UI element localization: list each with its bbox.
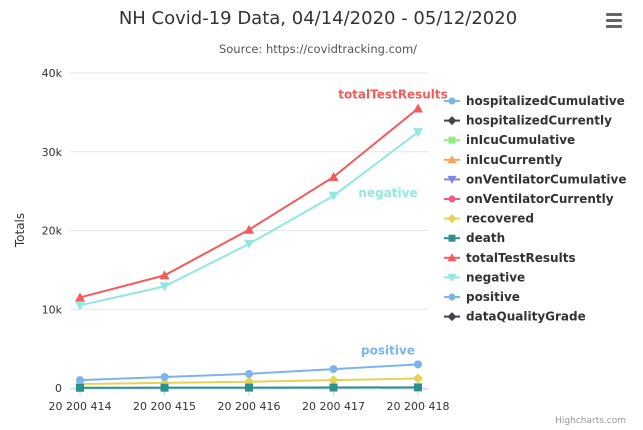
data-point-totalTestResults	[159, 270, 170, 280]
data-point-positive	[245, 369, 253, 378]
legend-symbol-inIcuCumulative	[448, 136, 456, 144]
legend-label-inIcuCumulative[interactable]: inIcuCumulative	[466, 133, 575, 147]
series-label-negative: negative	[358, 186, 417, 200]
legend-item-negative[interactable]: negative	[444, 270, 525, 284]
legend-item-hospitalizedCumulative[interactable]: hospitalizedCumulative	[444, 94, 625, 108]
data-point-totalTestResults	[328, 171, 339, 181]
legend-symbol-totalTestResults	[447, 253, 457, 262]
x-tick-label: 20 200 416	[218, 400, 281, 413]
y-tick-label: 40k	[42, 67, 63, 80]
legend-item-death[interactable]: death	[444, 231, 505, 245]
legend-label-totalTestResults[interactable]: totalTestResults	[466, 251, 576, 265]
data-labels: totalTestResults negative positive	[338, 87, 448, 357]
y-tick-label: 20k	[42, 225, 63, 238]
legend-label-onVentilatorCumulative[interactable]: onVentilatorCumulative	[466, 172, 626, 186]
data-point-death	[76, 383, 84, 392]
x-tick-label: 20 200 417	[302, 400, 365, 413]
legend-item-onVentilatorCurrently[interactable]: onVentilatorCurrently	[444, 192, 614, 206]
chart-title: NH Covid-19 Data, 04/14/2020 - 05/12/202…	[119, 8, 517, 29]
data-point-positive	[160, 372, 169, 381]
data-point-totalTestResults	[75, 292, 85, 302]
legend-item-hospitalizedCurrently[interactable]: hospitalizedCurrently	[444, 114, 612, 128]
legend-label-death[interactable]: death	[466, 231, 505, 245]
legend-symbol-dataQualityGrade	[447, 312, 457, 322]
legend-symbol-negative	[447, 273, 457, 282]
legend-label-inIcuCurrently[interactable]: inIcuCurrently	[466, 153, 562, 167]
data-point-recovered	[413, 373, 423, 384]
data-point-death	[414, 383, 422, 392]
series-negative	[75, 128, 423, 311]
data-point-negative	[413, 128, 423, 138]
data-point-recovered	[328, 375, 339, 386]
legend-symbol-hospitalizedCurrently	[447, 116, 457, 126]
legend-symbol-inIcuCurrently	[447, 155, 457, 164]
data-point-negative	[75, 301, 85, 311]
data-point-death	[160, 383, 169, 392]
y-tick-label: 10k	[42, 303, 63, 316]
legend-label-dataQualityGrade[interactable]: dataQualityGrade	[466, 310, 586, 324]
series-line-totalTestResults	[79, 107, 419, 299]
data-point-positive	[414, 360, 422, 369]
legend-symbol-positive	[448, 293, 456, 301]
data-point-negative	[244, 239, 254, 249]
legend-label-negative[interactable]: negative	[466, 270, 525, 284]
legend-symbol-onVentilatorCumulative	[447, 175, 457, 184]
plot-series	[75, 103, 423, 392]
data-point-positive	[329, 365, 338, 374]
legend: hospitalizedCumulative hospitalizedCurren…	[444, 94, 626, 324]
menu-button[interactable]	[603, 10, 625, 30]
legend-symbol-recovered	[447, 214, 457, 224]
series-death	[76, 383, 422, 392]
x-tick-label: 20 200 414	[49, 400, 112, 413]
legend-label-onVentilatorCurrently[interactable]: onVentilatorCurrently	[466, 192, 614, 206]
legend-label-hospitalizedCumulative[interactable]: hospitalizedCumulative	[466, 94, 625, 108]
data-point-totalTestResults	[413, 103, 423, 113]
legend-item-onVentilatorCumulative[interactable]: onVentilatorCumulative	[444, 172, 626, 186]
legend-symbol-hospitalizedCumulative	[448, 97, 456, 105]
x-tick-label: 20 200 418	[387, 400, 450, 413]
series-label-totalTestResults: totalTestResults	[338, 87, 448, 101]
data-point-negative	[159, 282, 170, 292]
data-point-death	[329, 383, 338, 392]
legend-item-totalTestResults[interactable]: totalTestResults	[444, 251, 576, 265]
legend-symbol-death	[448, 234, 456, 242]
hamburger-icon[interactable]	[606, 13, 622, 28]
legend-label-hospitalizedCurrently[interactable]: hospitalizedCurrently	[466, 114, 612, 128]
legend-item-recovered[interactable]: recovered	[444, 212, 534, 226]
y-tick-label: 0	[55, 382, 62, 395]
data-point-totalTestResults	[244, 224, 254, 234]
legend-item-inIcuCurrently[interactable]: inIcuCurrently	[444, 153, 562, 167]
series-line-negative	[79, 131, 419, 307]
chart-subtitle: Source: https://covidtracking.com/	[219, 42, 417, 56]
data-point-death	[245, 383, 253, 392]
legend-label-positive[interactable]: positive	[466, 290, 520, 304]
legend-label-recovered[interactable]: recovered	[466, 212, 534, 226]
credits-link[interactable]: Highcharts.com	[555, 416, 626, 426]
series-totalTestResults	[75, 103, 423, 302]
legend-symbol-onVentilatorCurrently	[448, 195, 456, 203]
data-point-negative	[328, 191, 339, 201]
legend-item-positive[interactable]: positive	[444, 290, 520, 304]
series-label-positive: positive	[361, 343, 415, 357]
y-tick-label: 30k	[42, 146, 63, 159]
series-positive	[76, 360, 422, 385]
legend-item-inIcuCumulative[interactable]: inIcuCumulative	[444, 133, 575, 147]
y-axis-title: Totals	[13, 213, 27, 248]
data-point-positive	[76, 376, 84, 385]
x-tick-label: 20 200 415	[133, 400, 196, 413]
legend-item-dataQualityGrade[interactable]: dataQualityGrade	[444, 310, 586, 324]
